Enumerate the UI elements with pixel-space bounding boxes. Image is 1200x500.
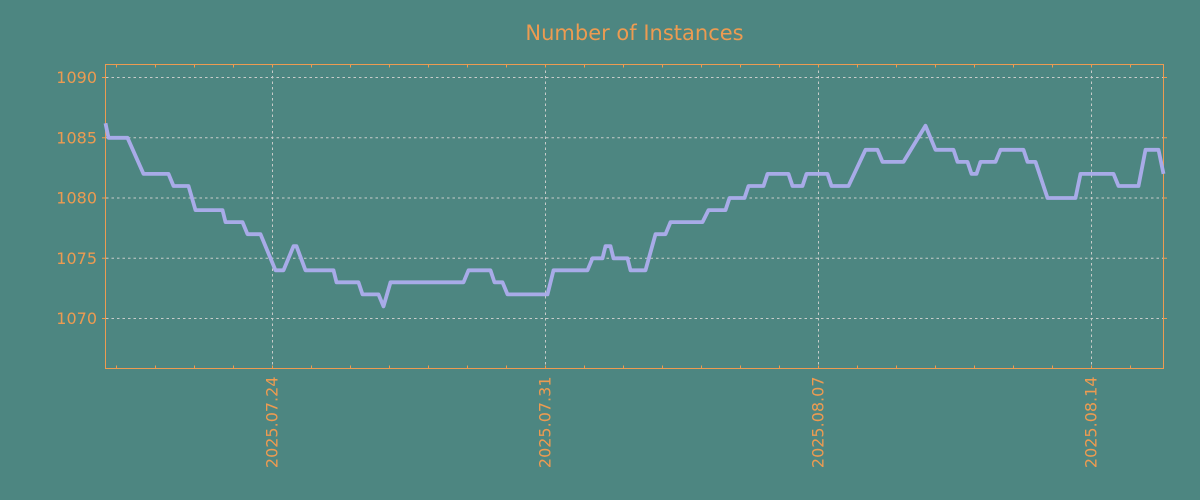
y-axis-label: 1075 (56, 249, 97, 268)
series-line (103, 122, 1166, 309)
axis-ticks (102, 64, 1167, 369)
y-axis-label: 1085 (56, 128, 97, 147)
x-axis-labels: 2025.07.24 2025.07.31 2025.08.07 2025.08.14 (263, 377, 1101, 469)
gridlines (106, 65, 1163, 368)
x-axis-label: 2025.07.31 (536, 377, 555, 469)
y-axis-label: 1070 (56, 309, 97, 328)
chart-title: Number of Instances (525, 21, 743, 45)
x-axis-label: 2025.07.24 (263, 377, 282, 469)
x-axis-label: 2025.08.07 (809, 377, 828, 469)
y-axis-labels: 1070 1075 1080 1085 1090 (56, 68, 97, 328)
y-axis-label: 1090 (56, 68, 97, 87)
plot-border (105, 64, 1164, 369)
x-axis-label: 2025.08.14 (1082, 377, 1101, 469)
y-axis-label: 1080 (56, 189, 97, 208)
